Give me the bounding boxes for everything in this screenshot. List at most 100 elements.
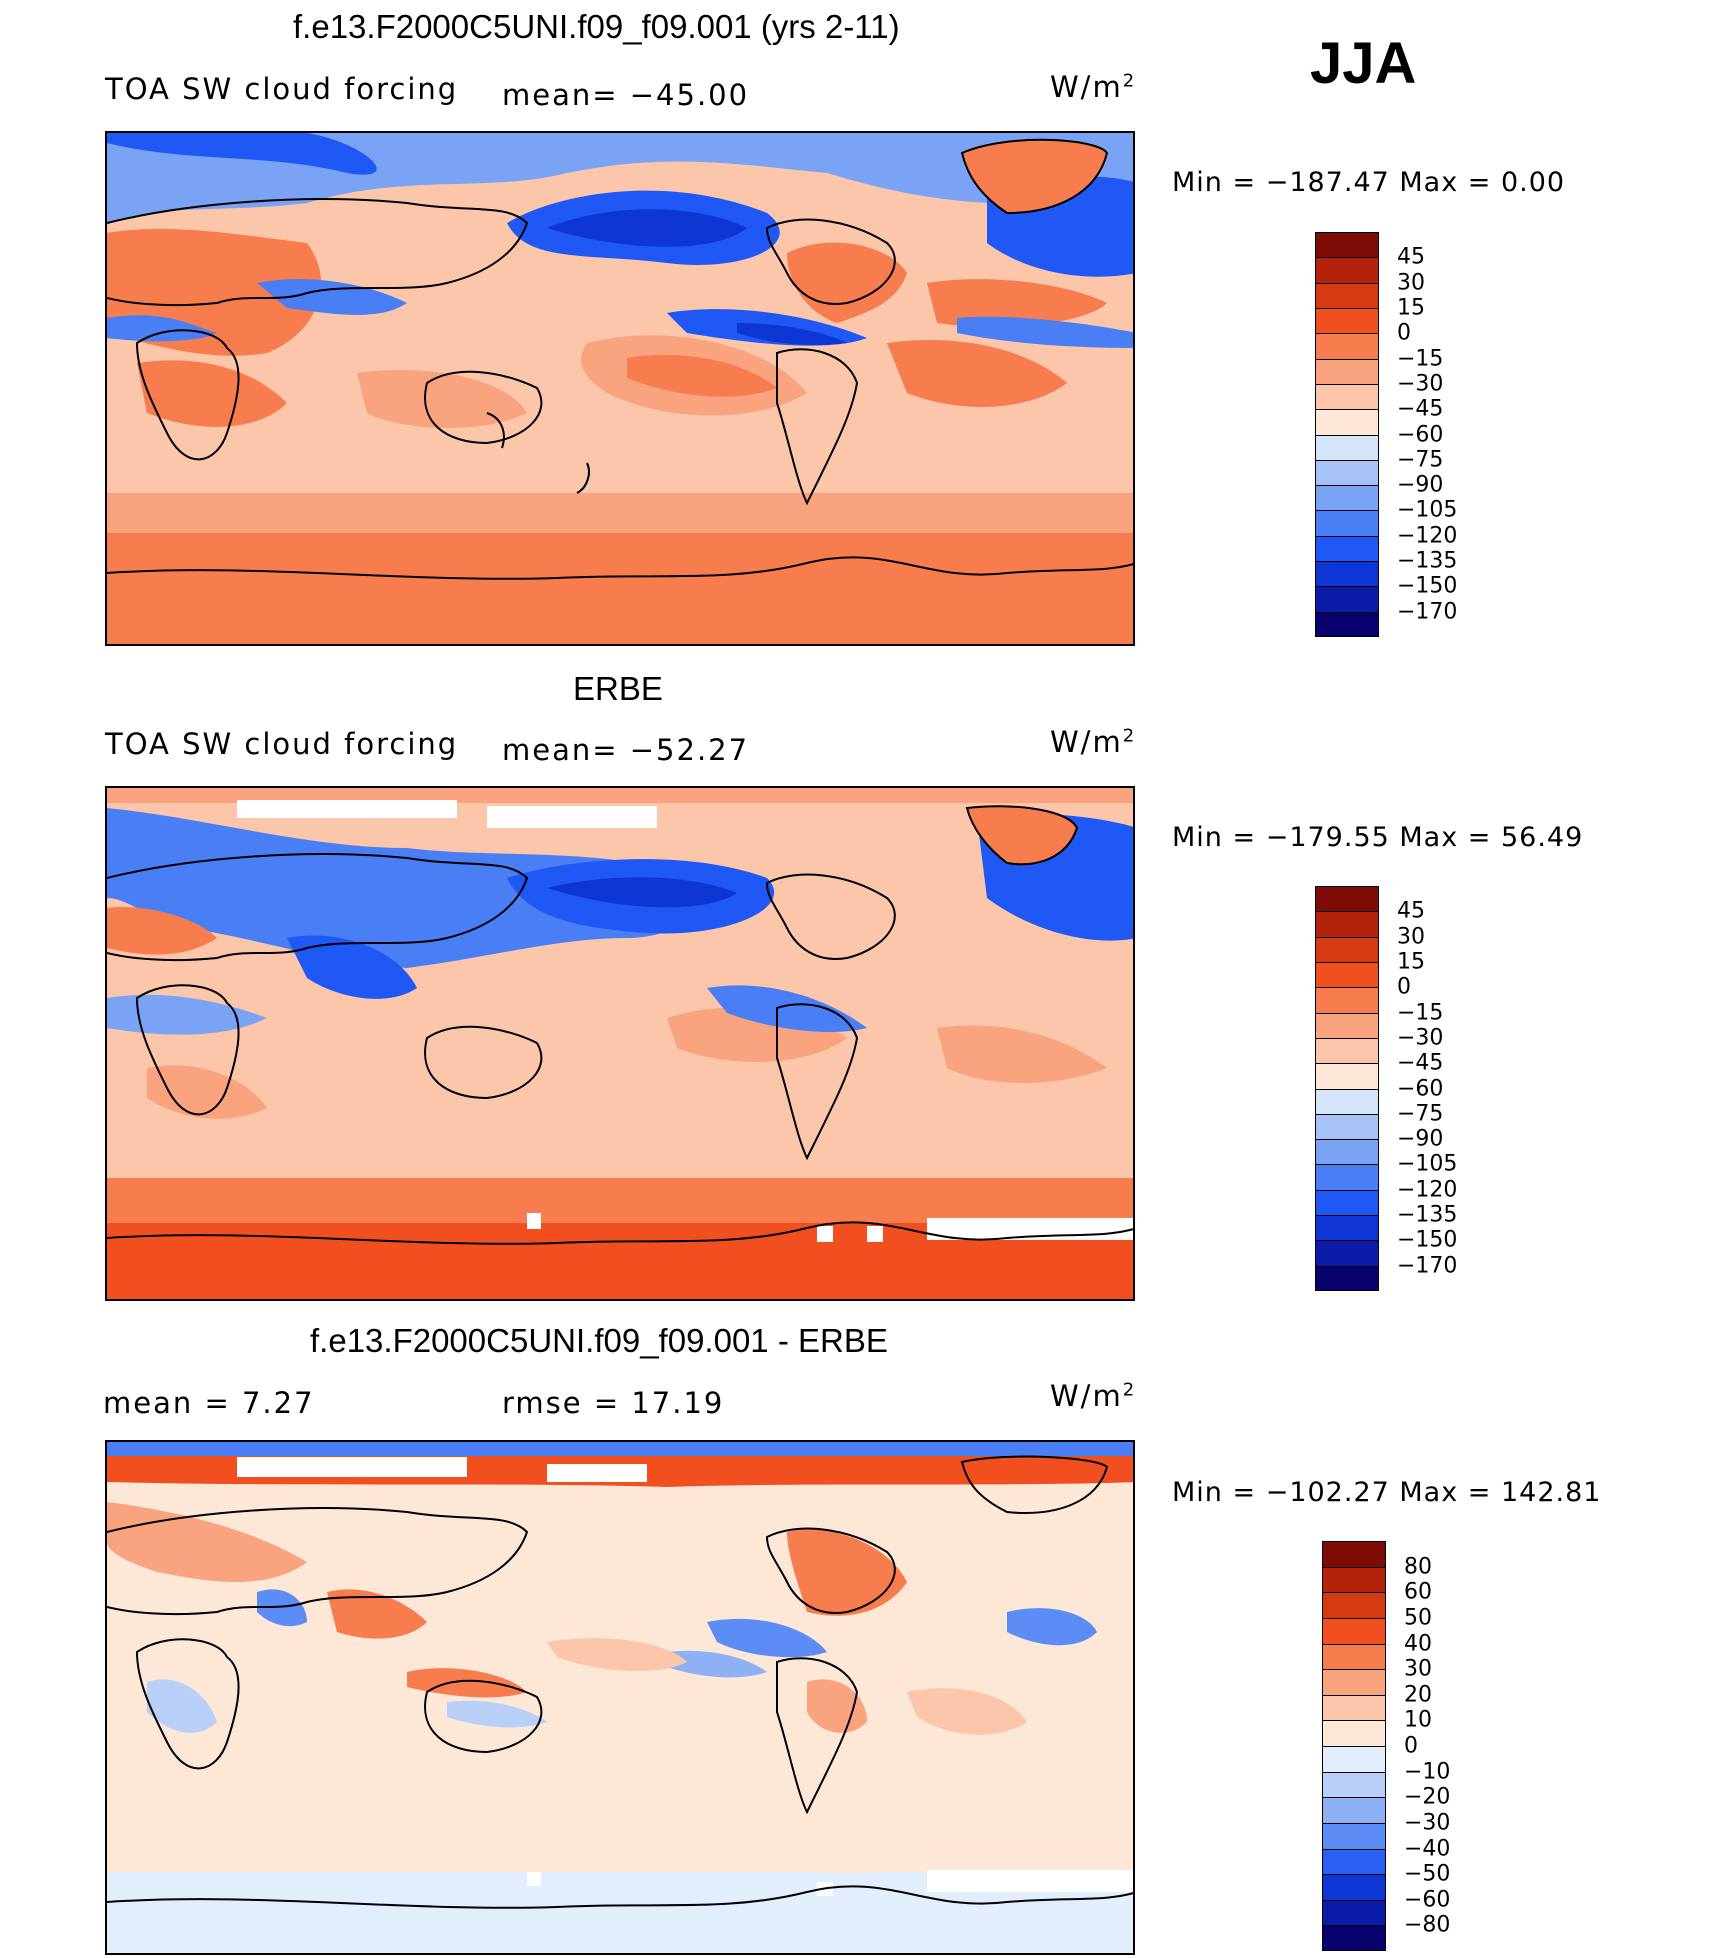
global-map: [105, 1440, 1135, 1955]
colorbar-swatch: [1315, 282, 1379, 308]
colorbar-tick-label: −30: [1397, 1025, 1444, 1051]
map-field: [107, 1442, 1133, 1953]
colorbar-swatch: [1315, 307, 1379, 334]
colorbar-swatch: [1315, 358, 1379, 384]
colorbar-tick-label: −170: [1397, 1253, 1458, 1279]
colorbar-swatch: [1322, 1617, 1386, 1644]
colorbar-tick-label: −75: [1397, 447, 1444, 473]
colorbar-swatch: [1322, 1822, 1386, 1849]
colorbar-tick-label: −170: [1397, 599, 1458, 625]
units-label: W/m2: [1050, 1379, 1137, 1413]
map-field: [107, 788, 1133, 1299]
season-label: JJA: [1310, 31, 1417, 96]
colorbar-tick-label: 15: [1397, 949, 1425, 975]
min-max-label: Min = −102.27 Max = 142.81: [1172, 1477, 1602, 1508]
colorbar-swatch: [1315, 383, 1379, 410]
colorbar-frame: [1315, 886, 1379, 1291]
colorbar-swatch: [1315, 1037, 1379, 1064]
global-map: [105, 786, 1135, 1301]
colorbar-tick-label: −75: [1397, 1101, 1444, 1127]
panel-title: f.e13.F2000C5UNI.f09_f09.001 (yrs 2-11): [293, 8, 900, 45]
global-map: [105, 131, 1135, 646]
colorbar-swatch: [1315, 1189, 1379, 1216]
colorbar-tick-label: −120: [1397, 523, 1458, 549]
colorbar-tick-label: −10: [1404, 1759, 1451, 1785]
units-label: W/m2: [1050, 70, 1137, 104]
colorbar-swatch: [1322, 1720, 1386, 1746]
rmse-label: rmse = 17.19: [502, 1386, 725, 1420]
colorbar-swatch: [1322, 1848, 1386, 1875]
colorbar-tick-label: 0: [1397, 320, 1411, 346]
colorbar-tick-label: −80: [1404, 1912, 1451, 1938]
colorbar-swatch: [1315, 1215, 1379, 1241]
colorbar-tick-label: −30: [1404, 1810, 1451, 1836]
panel-title: ERBE: [573, 670, 663, 707]
colorbar-swatch: [1315, 459, 1379, 486]
colorbar-tick-label: 0: [1404, 1733, 1418, 1759]
panel-title: f.e13.F2000C5UNI.f09_f09.001 - ERBE: [310, 1322, 888, 1359]
colorbar-swatch: [1315, 561, 1379, 587]
colorbar-swatch: [1315, 434, 1379, 460]
colorbar-tick-label: −15: [1397, 1000, 1444, 1026]
colorbar-tick-label: −20: [1404, 1784, 1451, 1810]
variable-label: TOA SW cloud forcing: [105, 72, 459, 106]
colorbar-swatch: [1322, 1771, 1386, 1798]
colorbar-tick-label: 45: [1397, 244, 1425, 270]
colorbar-tick-label: −40: [1404, 1836, 1451, 1861]
colorbar-tick-label: −60: [1404, 1887, 1451, 1913]
colorbar-swatch: [1315, 1164, 1379, 1190]
colorbar-tick-label: 30: [1397, 270, 1425, 296]
colorbar-frame: [1322, 1541, 1386, 1951]
colorbar: 80 60 50 40 30 20 10 0 −10 −20 −30 −40 −50 −60 −80: [1322, 1541, 1450, 1951]
colorbar-swatch: [1322, 1899, 1386, 1926]
colorbar-tick-label: −60: [1397, 422, 1444, 447]
colorbar-swatch: [1315, 586, 1379, 612]
colorbar-tick-label: −30: [1397, 371, 1444, 397]
colorbar-swatch: [1315, 510, 1379, 536]
colorbar-tick-label: −15: [1397, 346, 1444, 372]
colorbar-tick-label: 10: [1404, 1707, 1432, 1733]
colorbar-tick-label: −105: [1397, 497, 1458, 523]
colorbar-swatch: [1322, 1592, 1386, 1618]
colorbar-swatch: [1315, 936, 1379, 962]
colorbar-tick-label: −50: [1404, 1861, 1451, 1887]
colorbar-swatch: [1315, 1063, 1379, 1089]
colorbar-tick-label: 50: [1404, 1605, 1432, 1631]
colorbar-tick-label: −90: [1397, 472, 1444, 498]
colorbar-tick-label: 80: [1404, 1554, 1432, 1580]
colorbar-tick-label: 15: [1397, 295, 1425, 321]
colorbar-swatch: [1322, 1669, 1386, 1695]
map-field: [107, 133, 1133, 644]
colorbar-tick-label: 60: [1404, 1579, 1432, 1605]
colorbar-tick-label: 20: [1404, 1682, 1432, 1708]
colorbar: 45 30 15 0 −15 −30 −45 −60 −75 −90 −105 −120 −135 −15…: [1315, 232, 1457, 637]
colorbar-swatch: [1322, 1566, 1386, 1593]
mean-label: mean= −52.27: [502, 733, 750, 767]
colorbar-tick-label: 30: [1397, 924, 1425, 950]
colorbar-tick-label: −60: [1397, 1076, 1444, 1101]
colorbar-swatch: [1322, 1643, 1386, 1670]
colorbar-tick-label: −45: [1397, 1050, 1444, 1076]
min-max-label: Min = −179.55 Max = 56.49: [1172, 822, 1584, 853]
min-max-label: Min = −187.47 Max = 0.00: [1172, 167, 1566, 198]
colorbar-tick-label: 45: [1397, 898, 1425, 924]
colorbar-swatch: [1315, 1012, 1379, 1038]
colorbar-swatch: [1315, 1088, 1379, 1114]
colorbar-tick-label: −120: [1397, 1177, 1458, 1203]
colorbar-swatch: [1315, 257, 1379, 283]
colorbar-swatch: [1315, 1113, 1379, 1140]
colorbar-tick-label: −135: [1397, 1202, 1458, 1228]
colorbar-swatch: [1315, 1139, 1379, 1165]
mean-label: mean = 7.27: [103, 1386, 315, 1420]
colorbar-tick-label: −135: [1397, 548, 1458, 574]
colorbar-frame: [1315, 232, 1379, 637]
units-label: W/m2: [1050, 725, 1137, 759]
colorbar-swatch: [1315, 485, 1379, 511]
colorbar-tick-label: −90: [1397, 1126, 1444, 1152]
colorbar-swatch: [1322, 1874, 1386, 1900]
colorbar-swatch: [1322, 1797, 1386, 1823]
colorbar-tick-label: −150: [1397, 573, 1458, 599]
colorbar-tick-label: −45: [1397, 396, 1444, 422]
colorbar-swatch: [1315, 886, 1379, 912]
colorbar-swatch: [1315, 535, 1379, 562]
